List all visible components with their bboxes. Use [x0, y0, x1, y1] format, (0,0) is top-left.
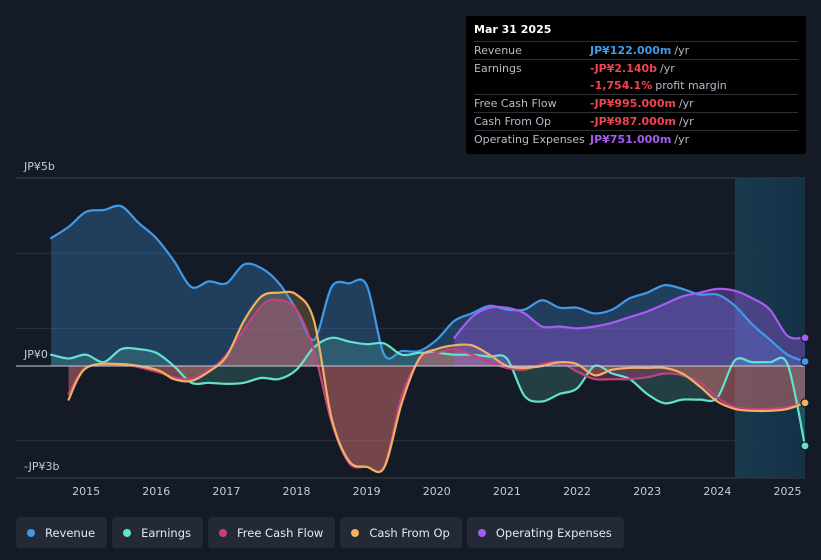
legend-item-revenue[interactable]: Revenue [16, 517, 108, 548]
tooltip-unit: /yr [660, 62, 675, 75]
legend-label: Cash From Op [369, 525, 450, 540]
legend-label: Operating Expenses [495, 525, 612, 540]
series-lines [50, 204, 807, 474]
line-revenue [50, 204, 807, 363]
tooltip-date: Mar 31 2025 [474, 23, 552, 36]
tooltip-value: -1,754.1% [590, 79, 653, 92]
legend: Revenue Earnings Free Cash Flow Cash Fro… [16, 517, 624, 548]
x-tick-label: 2025 [773, 485, 801, 498]
x-tick-label: 2024 [703, 485, 731, 498]
x-tick-label: 2017 [212, 485, 240, 498]
area-operating-expenses [454, 288, 805, 366]
endpoint-revenue [800, 356, 810, 367]
legend-dot-icon [123, 528, 132, 537]
tooltip-label: Cash From Op [474, 115, 552, 128]
area-cash-from-op [68, 291, 806, 473]
legend-dot-icon [27, 528, 35, 537]
legend-dot-icon [477, 528, 486, 537]
tooltip-label: Revenue [474, 44, 522, 57]
legend-item-earnings[interactable]: Earnings [112, 517, 203, 548]
forecast-band [734, 178, 805, 478]
y-axis-labels: JP¥5b JP¥0 -JP¥3b [23, 160, 59, 473]
legend-dot-icon [219, 528, 227, 537]
endpoint-cash-from-op [800, 398, 810, 408]
endpoint-earnings [800, 441, 810, 451]
area-free-cash-flow [68, 299, 806, 472]
legend-dot-icon [351, 528, 360, 537]
line-operating-expenses [453, 287, 807, 340]
tooltip-row-free-cash-flow: Free Cash Flow -JP¥995.000m /yr [474, 94, 798, 112]
legend-label: Earnings [141, 525, 191, 540]
x-tick-label: 2022 [563, 485, 591, 498]
legend-item-free-cash-flow[interactable]: Free Cash Flow [208, 517, 336, 548]
tooltip-unit: profit margin [655, 79, 727, 92]
tooltip-unit: /yr [678, 115, 694, 128]
series-endpoints [800, 333, 810, 451]
x-tick-label: 2023 [633, 485, 661, 498]
tooltip-unit: /yr [674, 133, 690, 146]
x-tick-label: 2018 [283, 485, 311, 498]
grid [16, 177, 805, 479]
tooltip-value: -JP¥995.000m [590, 97, 676, 110]
x-tick-label: 2020 [423, 485, 451, 498]
x-tick-label: 2021 [493, 485, 521, 498]
data-tooltip: Mar 31 2025 Revenue JP¥122.000m /yr Earn… [466, 16, 806, 154]
tooltip-label: Free Cash Flow [474, 97, 557, 110]
series-fills [51, 205, 806, 473]
forecast-region [734, 178, 805, 478]
y-tick-label: JP¥5b [23, 160, 55, 173]
line-earnings [50, 336, 807, 447]
tooltip-row-earnings: Earnings -JP¥2.140b /yr [474, 59, 798, 77]
tooltip-unit: /yr [678, 97, 694, 110]
tooltip-label: Operating Expenses [474, 133, 585, 146]
x-tick-label: 2015 [72, 485, 100, 498]
x-axis-labels: 2015 2016 2017 2018 2019 2020 2021 2022 2023 2024… [72, 485, 801, 498]
endpoint-operating-expenses [800, 333, 810, 343]
tooltip-row-operating-expenses: Operating Expenses JP¥751.000m /yr [474, 130, 798, 148]
tooltip-unit: /yr [674, 44, 690, 57]
area-revenue [51, 205, 806, 366]
tooltip-value: JP¥122.000m [590, 44, 672, 57]
tooltip-value: JP¥751.000m [590, 133, 672, 146]
legend-label: Revenue [45, 525, 96, 540]
legend-item-operating-expenses[interactable]: Operating Expenses [466, 517, 624, 548]
x-tick-label: 2019 [353, 485, 381, 498]
legend-label: Free Cash Flow [237, 525, 324, 540]
tooltip-row-revenue: Revenue JP¥122.000m /yr [474, 41, 798, 59]
legend-item-cash-from-op[interactable]: Cash From Op [340, 517, 462, 548]
y-tick-label: -JP¥3b [24, 460, 59, 473]
x-tick-label: 2016 [142, 485, 170, 498]
line-cash-from-op [67, 290, 807, 474]
tooltip-value: -JP¥2.140b [590, 62, 658, 75]
tooltip-row-profit-margin: -1,754.1% profit margin [474, 77, 798, 94]
tooltip-value: -JP¥987.000m [590, 115, 676, 128]
tooltip-row-cash-from-op: Cash From Op -JP¥987.000m /yr [474, 112, 798, 130]
tooltip-label: Earnings [474, 62, 522, 75]
y-tick-label: JP¥0 [23, 348, 48, 361]
